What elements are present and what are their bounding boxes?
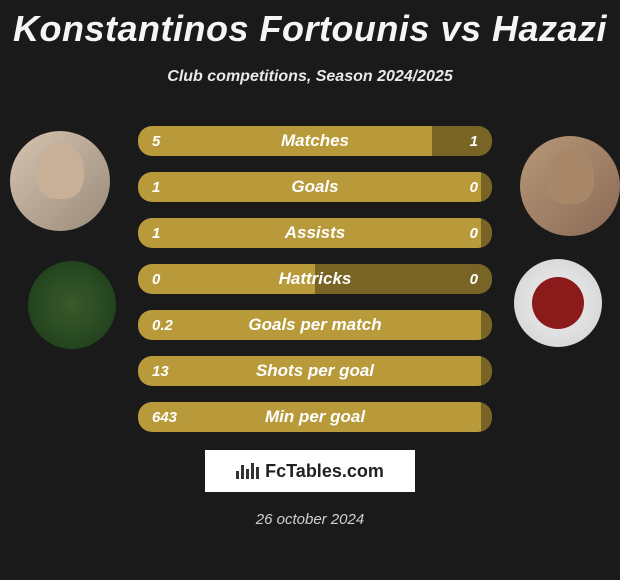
brand-bars-icon bbox=[236, 463, 259, 479]
stat-value-right: 1 bbox=[470, 126, 478, 156]
stat-row: 0.2Goals per match bbox=[138, 310, 492, 340]
avatar-silhouette-icon bbox=[546, 148, 594, 204]
avatar-silhouette-icon bbox=[36, 143, 84, 199]
stat-row: 643Min per goal bbox=[138, 402, 492, 432]
brand-label: FcTables.com bbox=[265, 461, 384, 482]
stat-label: Goals per match bbox=[138, 310, 492, 340]
player2-avatar bbox=[520, 136, 620, 236]
stat-label: Hattricks bbox=[138, 264, 492, 294]
stat-row: 5Matches1 bbox=[138, 126, 492, 156]
stat-rows: 5Matches11Goals01Assists00Hattricks00.2G… bbox=[138, 126, 492, 448]
stat-row: 1Goals0 bbox=[138, 172, 492, 202]
stat-label: Shots per goal bbox=[138, 356, 492, 386]
stat-row: 1Assists0 bbox=[138, 218, 492, 248]
stat-label: Goals bbox=[138, 172, 492, 202]
stat-value-right: 0 bbox=[470, 218, 478, 248]
stat-row: 0Hattricks0 bbox=[138, 264, 492, 294]
club1-badge bbox=[28, 261, 116, 349]
page-title: Konstantinos Fortounis vs Hazazi bbox=[0, 0, 620, 50]
stats-container: 5Matches11Goals01Assists00Hattricks00.2G… bbox=[0, 126, 620, 456]
subtitle: Club competitions, Season 2024/2025 bbox=[0, 68, 620, 86]
stat-value-right: 0 bbox=[470, 172, 478, 202]
date-label: 26 october 2024 bbox=[0, 511, 620, 528]
stat-row: 13Shots per goal bbox=[138, 356, 492, 386]
stat-label: Assists bbox=[138, 218, 492, 248]
player1-avatar bbox=[10, 131, 110, 231]
stat-label: Matches bbox=[138, 126, 492, 156]
stat-label: Min per goal bbox=[138, 402, 492, 432]
stat-value-right: 0 bbox=[470, 264, 478, 294]
club2-badge bbox=[514, 259, 602, 347]
brand-box: FcTables.com bbox=[205, 450, 415, 492]
